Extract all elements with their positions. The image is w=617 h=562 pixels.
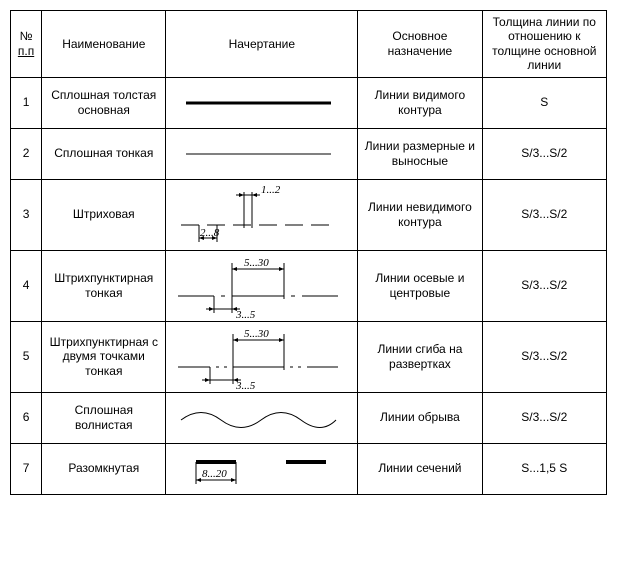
row-name: Штриховая (42, 179, 166, 250)
dim-long: 5...30 (244, 328, 269, 340)
row-num: 1 (11, 77, 42, 128)
drawing-wavy (166, 392, 358, 443)
row-name: Штрихпунктирная тонкая (42, 250, 166, 321)
row-num: 2 (11, 128, 42, 179)
row-num: 6 (11, 392, 42, 443)
drawing-solid-thick (166, 77, 358, 128)
header-row: № п.п Наименование Начертание Основное н… (11, 11, 607, 78)
table-row: 4 Штрихпунктирная тонкая (11, 250, 607, 321)
row-purpose: Линии невидимого контура (358, 179, 482, 250)
table-row: 7 Разомкнутая 8...20 Линии сечений S...1… (11, 443, 607, 494)
row-purpose: Линии видимого контура (358, 77, 482, 128)
row-name: Разомкнутая (42, 443, 166, 494)
row-thick: S (482, 77, 606, 128)
row-purpose: Линии сгиба на развертках (358, 321, 482, 392)
row-thick: S/3...S/2 (482, 250, 606, 321)
row-thick: S/3...S/2 (482, 179, 606, 250)
drawing-solid-thin (166, 128, 358, 179)
row-thick: S/3...S/2 (482, 321, 606, 392)
row-purpose: Линии осевые и центровые (358, 250, 482, 321)
header-num: № п.п (11, 11, 42, 78)
row-num: 3 (11, 179, 42, 250)
row-name: Сплошная волнистая (42, 392, 166, 443)
row-purpose: Линии сечений (358, 443, 482, 494)
drawing-open: 8...20 (166, 443, 358, 494)
table-row: 3 Штриховая 1...2 2...8 (11, 179, 607, 250)
row-name: Сплошная толстая основная (42, 77, 166, 128)
header-purpose: Основное назначение (358, 11, 482, 78)
table-row: 6 Сплошная волнистая Линии обрыва S/3...… (11, 392, 607, 443)
dim-dash: 2...8 (200, 227, 220, 239)
drawing-dash-double-dot: 5...30 3...5 (166, 321, 358, 392)
line-types-table: № п.п Наименование Начертание Основное н… (10, 10, 607, 495)
row-thick: S/3...S/2 (482, 128, 606, 179)
dim-long: 5...30 (244, 257, 269, 269)
dim-gap: 1...2 (261, 184, 281, 196)
table-row: 1 Сплошная толстая основная Линии видимо… (11, 77, 607, 128)
table-row: 2 Сплошная тонкая Линии размерные и выно… (11, 128, 607, 179)
row-num: 4 (11, 250, 42, 321)
header-thickness: Толщина линии по отношению к толщине осн… (482, 11, 606, 78)
header-drawing: Начертание (166, 11, 358, 78)
row-num: 5 (11, 321, 42, 392)
dim-open: 8...20 (202, 468, 227, 480)
drawing-dashed: 1...2 2...8 (166, 179, 358, 250)
drawing-dash-dot: 5...30 3...5 (166, 250, 358, 321)
row-name: Сплошная тонкая (42, 128, 166, 179)
row-purpose: Линии обрыва (358, 392, 482, 443)
dim-gap: 3...5 (235, 380, 256, 392)
row-num: 7 (11, 443, 42, 494)
table-row: 5 Штрихпунктирная с двумя точками тонкая (11, 321, 607, 392)
row-purpose: Линии размерные и выносные (358, 128, 482, 179)
row-thick: S/3...S/2 (482, 392, 606, 443)
dim-gap: 3...5 (235, 309, 256, 321)
row-name: Штрихпунктирная с двумя точками тонкая (42, 321, 166, 392)
row-thick: S...1,5 S (482, 443, 606, 494)
header-name: Наименование (42, 11, 166, 78)
